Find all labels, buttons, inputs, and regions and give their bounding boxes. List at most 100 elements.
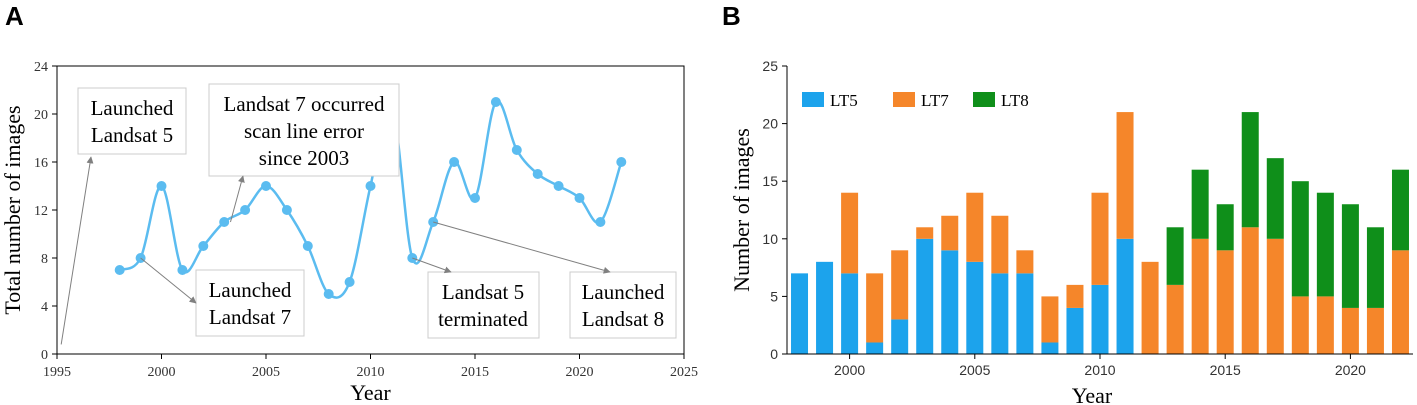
bar-lt7 [1391, 250, 1409, 354]
data-point-a [344, 277, 355, 287]
x-tick-label-a: 2010 [357, 365, 385, 380]
data-point-a [470, 193, 480, 203]
bar-lt7 [1041, 296, 1059, 343]
x-tick-label-b: 2005 [959, 362, 990, 378]
annotation-text: Landsat 5 [91, 123, 173, 147]
bar-lt7 [1341, 307, 1359, 354]
data-point-a [177, 265, 188, 275]
data-point-a [365, 181, 376, 191]
data-point-a [302, 241, 313, 251]
bar-lt8 [1341, 204, 1359, 308]
bar-lt5 [791, 273, 809, 354]
bar-lt5 [916, 238, 934, 354]
y-tick-label-b: 10 [762, 231, 778, 247]
bar-lt7 [1091, 192, 1109, 285]
y-axis-label-a: Total number of images [0, 105, 25, 314]
y-tick-label-b: 15 [762, 173, 778, 189]
bar-lt7 [1066, 284, 1084, 308]
bar-lt8 [1366, 227, 1384, 308]
annotation-text: Landsat 5 [442, 280, 524, 304]
annotation-text: Launched [91, 96, 174, 120]
x-axis-label-a: Year [350, 380, 391, 405]
bar-lt7 [941, 215, 959, 251]
bar-lt7 [1241, 227, 1259, 354]
bar-lt5 [841, 273, 859, 354]
bar-lt7 [916, 227, 934, 239]
y-tick-label-a: 4 [41, 300, 48, 315]
annotation-text: since 2003 [259, 146, 349, 170]
annotation-text: Launched [582, 280, 665, 304]
x-tick-label-b: 2010 [1084, 362, 1115, 378]
bar-lt7 [1316, 296, 1334, 354]
annotation-box [208, 83, 400, 177]
data-point-a [574, 193, 585, 203]
annotation-box [427, 271, 540, 339]
y-tick-label-a: 16 [34, 156, 48, 171]
bar-lt5 [1116, 238, 1134, 354]
y-tick-label-b: 25 [762, 58, 778, 74]
legend-swatch-lt5 [802, 92, 824, 107]
legend-swatch-lt7 [893, 92, 915, 107]
panel-label-a: A [5, 1, 24, 31]
bar-lt8 [1191, 169, 1209, 239]
x-tick-label-a: 2015 [461, 365, 489, 380]
data-point-a [219, 217, 230, 227]
legend-label-lt5: LT5 [830, 91, 858, 110]
bar-lt7 [1166, 284, 1184, 354]
bar-lt7 [1366, 307, 1384, 354]
bar-lt5 [1091, 284, 1109, 354]
bar-lt5 [816, 261, 834, 354]
bar-lt7 [891, 250, 909, 320]
bar-lt5 [1041, 342, 1059, 354]
annotation-text: Landsat 7 occurred [224, 92, 385, 116]
y-tick-label-b: 20 [762, 116, 778, 132]
legend-label-lt7: LT7 [921, 91, 949, 110]
annotation-arrow [229, 175, 245, 223]
x-tick-label-b: 2000 [834, 362, 865, 378]
y-tick-label-a: 24 [34, 60, 48, 75]
bar-lt7 [1266, 238, 1284, 354]
bar-lt7 [1116, 112, 1134, 239]
x-tick-label-a: 2020 [566, 365, 594, 380]
bar-lt5 [1016, 273, 1034, 354]
annotation-box [77, 87, 187, 155]
data-point-a [616, 157, 627, 167]
y-tick-label-a: 12 [34, 204, 48, 219]
data-point-a [240, 205, 251, 215]
bar-lt8 [1166, 227, 1184, 285]
y-tick-label-b: 5 [770, 288, 778, 304]
annotation-text: Launched [209, 278, 292, 302]
y-tick-label-a: 20 [34, 108, 48, 123]
bar-lt8 [1216, 204, 1234, 251]
bar-lt7 [866, 273, 884, 343]
y-tick-label-a: 8 [41, 252, 48, 267]
bar-lt7 [1191, 238, 1209, 354]
bar-lt5 [1066, 307, 1084, 354]
data-point-a [490, 97, 501, 107]
annotation-arrow [140, 257, 197, 304]
bar-lt5 [941, 250, 959, 354]
panel-label-b: B [722, 1, 741, 31]
data-point-a [449, 157, 460, 167]
annotation-arrow [433, 221, 611, 274]
data-point-a [156, 181, 167, 191]
annotation-arrow [60, 156, 94, 345]
y-tick-label-a: 0 [41, 348, 48, 363]
annotation-text: scan line error [244, 119, 364, 143]
x-tick-label-a: 2005 [252, 365, 280, 380]
annotation-box [569, 271, 677, 339]
bar-lt5 [866, 342, 884, 354]
chart-b: 0 5 10 15 20 25 2000 2005 2010 2015 2020 Year Number… [729, 58, 1413, 405]
x-axis-label-b: Year [1072, 383, 1113, 405]
y-axis-label-b: Number of images [729, 128, 754, 292]
bar-lt7 [1291, 296, 1309, 354]
x-tick-label-b: 2015 [1210, 362, 1241, 378]
x-tick-label-a: 2025 [670, 365, 698, 380]
data-point-a [281, 205, 292, 215]
bar-lt8 [1316, 192, 1334, 297]
x-tick-label-a: 1995 [43, 365, 71, 380]
bar-lt7 [841, 192, 859, 274]
bar-lt7 [1016, 250, 1034, 274]
data-point-a [261, 181, 271, 191]
